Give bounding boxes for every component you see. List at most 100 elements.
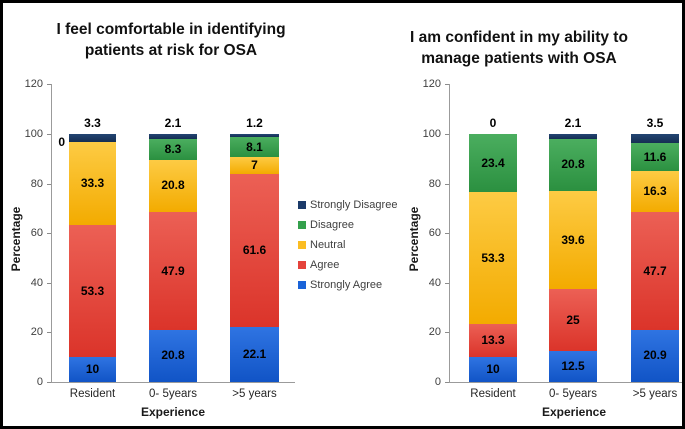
legend-item-strongly-agree: Strongly Agree bbox=[298, 275, 397, 295]
y-tick-label: 40 bbox=[30, 276, 43, 289]
bar-segment-neutral bbox=[469, 192, 517, 325]
x-axis-line bbox=[51, 382, 295, 383]
data-label: 8.3 bbox=[164, 142, 182, 157]
y-tick-label: 120 bbox=[422, 78, 441, 91]
data-label: 25 bbox=[566, 313, 580, 327]
data-label: 2.1 bbox=[164, 116, 182, 131]
bar-segment-agree bbox=[469, 324, 517, 358]
legend-item-agree: Agree bbox=[298, 255, 397, 275]
bar-segment-strongly-disagree bbox=[549, 134, 597, 140]
bar-segment-agree bbox=[69, 225, 116, 358]
bar-segment-disagree bbox=[469, 134, 517, 193]
x-category-label: >5 years bbox=[632, 388, 678, 400]
bar-segment-disagree bbox=[230, 136, 279, 158]
bar-segment-strongly-agree bbox=[69, 357, 116, 382]
y-axis-line bbox=[449, 84, 450, 382]
x-category-label: Resident bbox=[69, 388, 116, 400]
bar-segment-strongly-agree bbox=[149, 330, 197, 382]
data-label: 16.3 bbox=[643, 184, 667, 199]
x-axis-title: Experience bbox=[541, 405, 607, 419]
data-label: 23.4 bbox=[481, 156, 505, 170]
data-label: 53.3 bbox=[80, 284, 105, 299]
y-axis-line bbox=[51, 84, 52, 382]
data-label: 20.9 bbox=[643, 348, 667, 363]
y-tick-label: 100 bbox=[24, 128, 43, 140]
bar-segment-neutral bbox=[631, 171, 679, 212]
y-tick-label: 40 bbox=[428, 276, 441, 289]
data-label: 0 bbox=[58, 135, 65, 150]
bar-segment-neutral bbox=[549, 190, 597, 289]
y-tick-label: 60 bbox=[30, 227, 43, 240]
bar-segment-strongly-disagree bbox=[631, 134, 679, 143]
y-tick-mark bbox=[445, 382, 449, 383]
legend-label-strongly-disagree: Strongly Disagree bbox=[310, 199, 398, 211]
data-label: 12.5 bbox=[561, 359, 585, 373]
data-label: 0 bbox=[489, 116, 497, 130]
y-tick-label: 0 bbox=[434, 376, 441, 388]
data-label: 61.6 bbox=[242, 243, 267, 258]
y-tick-label: 120 bbox=[24, 78, 43, 91]
data-label: 10 bbox=[486, 362, 500, 377]
legend-label-strongly-agree: Strongly Agree bbox=[310, 279, 383, 291]
right-chart-title-line1: I am confident in my ability to bbox=[410, 29, 628, 46]
legend-swatch-neutral bbox=[298, 241, 306, 249]
left-chart-title-line1: I feel comfortable in identifying bbox=[56, 21, 286, 38]
data-label: 1.2 bbox=[246, 116, 263, 130]
y-tick-mark bbox=[445, 233, 449, 235]
x-axis-line bbox=[449, 382, 682, 383]
data-label: 47.7 bbox=[643, 263, 667, 278]
data-label: 10 bbox=[85, 362, 100, 377]
y-axis-title: Percentage bbox=[9, 206, 23, 272]
data-label: 20.8 bbox=[561, 157, 585, 172]
y-tick-label: 80 bbox=[30, 177, 43, 190]
y-tick-mark bbox=[47, 332, 51, 334]
bar-segment-neutral bbox=[69, 142, 116, 225]
data-label: 8.1 bbox=[246, 139, 263, 154]
legend-swatch-strongly-agree bbox=[298, 281, 306, 289]
right-chart-title-line2: manage patients with OSA bbox=[421, 50, 617, 67]
legend-item-neutral: Neutral bbox=[298, 235, 397, 255]
bar-segment-neutral bbox=[230, 157, 279, 175]
legend-item-strongly-disagree: Strongly Disagree bbox=[298, 195, 397, 215]
bar-segment-disagree bbox=[149, 139, 197, 161]
data-label: 13.3 bbox=[481, 333, 505, 348]
y-tick-mark bbox=[47, 134, 51, 135]
y-tick-mark bbox=[445, 282, 449, 284]
legend-label-disagree: Disagree bbox=[310, 219, 355, 231]
legend-swatch-disagree bbox=[298, 221, 306, 229]
bar-segment-agree bbox=[230, 174, 279, 328]
y-tick-label: 20 bbox=[30, 326, 43, 339]
bar-segment-strongly-agree bbox=[469, 357, 517, 382]
y-tick-mark bbox=[445, 134, 449, 135]
bar-segment-strongly-disagree bbox=[149, 134, 197, 140]
data-label: 11.6 bbox=[643, 149, 667, 164]
data-label: 2.1 bbox=[564, 116, 582, 130]
legend-label-neutral: Neutral bbox=[310, 239, 346, 251]
data-label: 53.3 bbox=[481, 251, 505, 266]
data-label: 3.5 bbox=[646, 116, 664, 130]
legend: Strongly Disagree Disagree Neutral Agree Str… bbox=[298, 195, 397, 295]
data-label: 20.8 bbox=[161, 348, 185, 363]
y-tick-mark bbox=[445, 332, 449, 334]
bar-segment-agree bbox=[549, 289, 597, 351]
bar-segment-disagree bbox=[631, 142, 679, 172]
y-tick-label: 100 bbox=[422, 128, 441, 140]
bar-segment-strongly-disagree bbox=[69, 134, 116, 143]
y-tick-label: 0 bbox=[36, 376, 43, 388]
data-label: 47.9 bbox=[161, 263, 185, 278]
bar-segment-strongly-disagree bbox=[230, 134, 279, 137]
y-tick-label: 60 bbox=[428, 227, 441, 240]
legend-swatch-agree bbox=[298, 261, 306, 269]
bar-segment-strongly-agree bbox=[230, 327, 279, 382]
data-label: 22.1 bbox=[242, 347, 267, 362]
y-tick-mark bbox=[47, 282, 51, 284]
bar-segment-neutral bbox=[149, 160, 197, 212]
y-tick-mark bbox=[47, 382, 51, 383]
y-axis-title: Percentage bbox=[407, 206, 421, 272]
data-label: 7 bbox=[251, 158, 258, 173]
x-axis-title: Experience bbox=[140, 405, 206, 419]
legend-label-agree: Agree bbox=[310, 259, 340, 271]
bar-segment-strongly-agree bbox=[549, 351, 597, 382]
legend-item-disagree: Disagree bbox=[298, 215, 397, 235]
